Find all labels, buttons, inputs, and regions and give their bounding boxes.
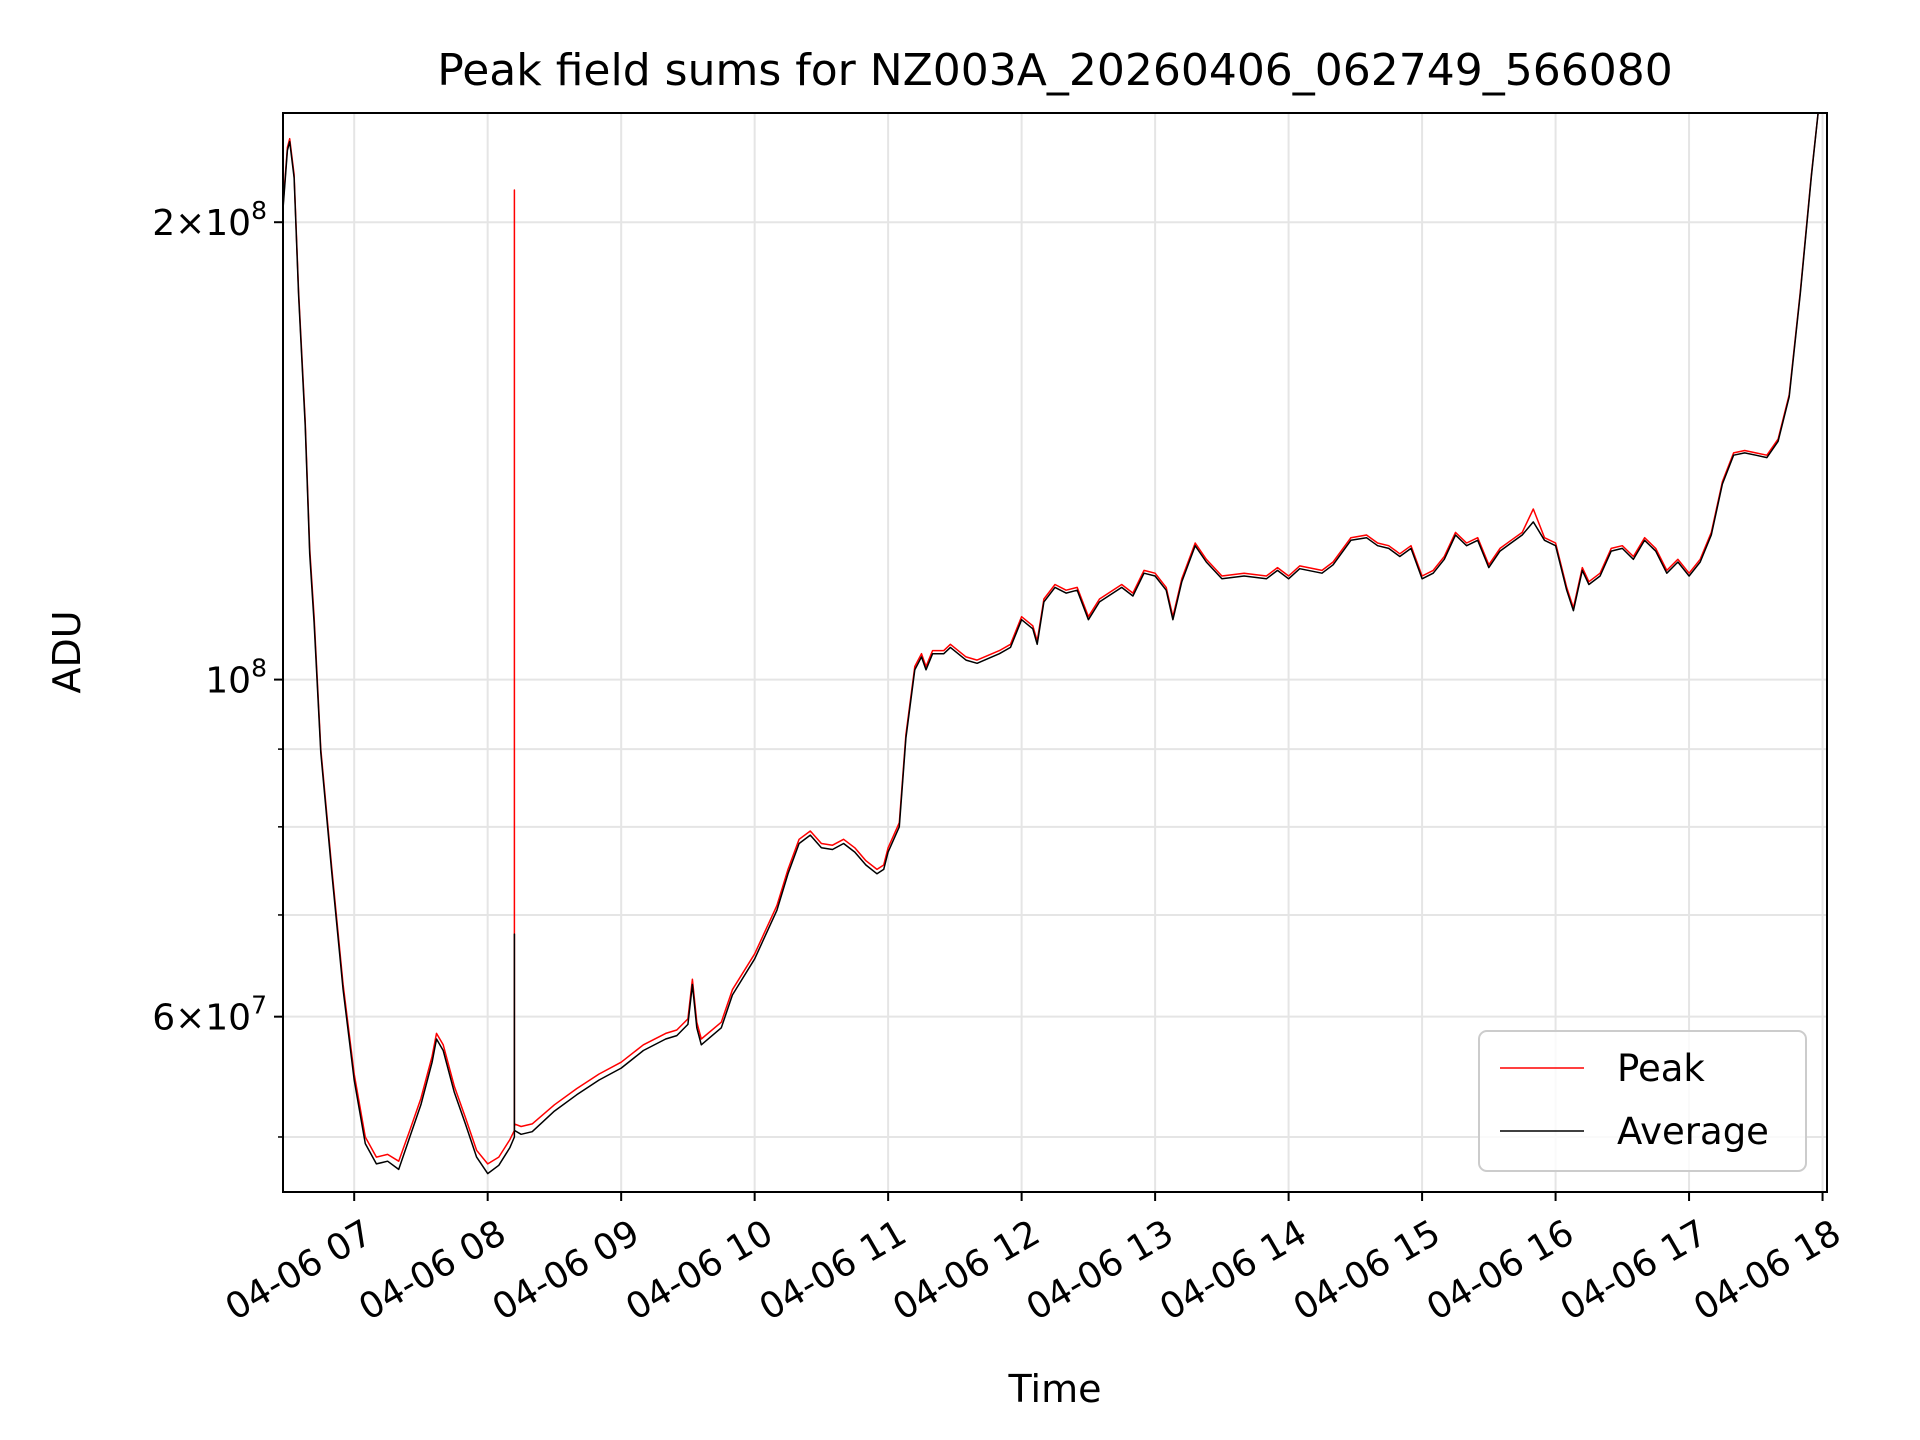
y-tick-label: 6×107 xyxy=(152,991,267,1039)
plot-frame xyxy=(282,112,1828,1193)
legend-peak-label: Peak xyxy=(1617,1047,1705,1090)
series-line-peak xyxy=(283,113,1819,1165)
gridlines xyxy=(283,113,1827,1192)
chart-title: Peak field sums for NZ003A_20260406_0627… xyxy=(437,45,1672,96)
series-layer xyxy=(283,113,1819,1175)
legend: Peak Average xyxy=(1478,1030,1807,1172)
series-line-average xyxy=(283,113,1819,1175)
y-tick-label: 2×108 xyxy=(152,196,267,244)
x-axis-label: Time xyxy=(1008,1367,1102,1411)
y-axis: 6×107 108 2×108 xyxy=(152,196,283,1138)
legend-box xyxy=(1478,1030,1807,1172)
y-tick-label: 108 xyxy=(205,654,267,702)
y-axis-label: ADU xyxy=(45,610,89,693)
legend-average-label: Average xyxy=(1617,1110,1769,1153)
